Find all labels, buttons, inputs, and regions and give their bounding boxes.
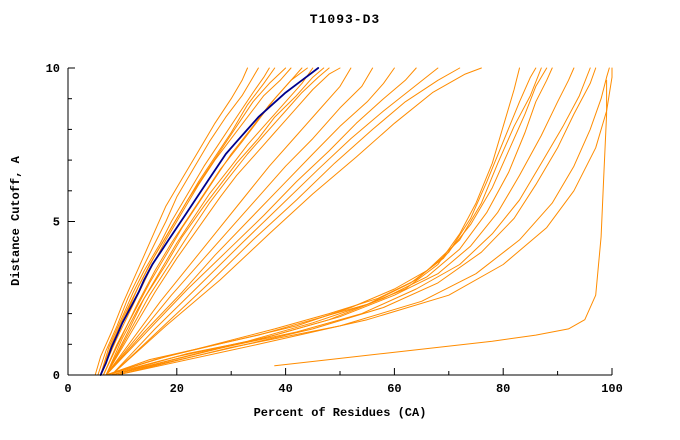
x-tick-label: 100 [601, 382, 623, 396]
series-model-24 [111, 67, 553, 376]
series-model-29 [116, 67, 613, 376]
series-model-25 [111, 67, 575, 376]
series-model-13 [105, 67, 352, 376]
series-highlighted-model [99, 67, 320, 376]
y-tick-label: 10 [46, 62, 60, 76]
x-axis-label: Percent of Residues (CA) [253, 406, 427, 420]
x-tick-label: 40 [278, 382, 292, 396]
y-axis-label: Distance Cutoff, A [9, 156, 23, 286]
series-model-12 [105, 67, 341, 376]
y-tick-label: 5 [53, 216, 60, 230]
series-model-01 [94, 67, 248, 376]
y-tick-label: 0 [53, 369, 60, 383]
series-model-02 [97, 67, 259, 376]
series-model-09 [105, 67, 314, 376]
series-model-03 [100, 67, 270, 376]
x-tick-label: 0 [64, 382, 71, 396]
series-model-08 [102, 67, 308, 376]
series-model-21 [105, 67, 537, 376]
x-tick-label: 80 [496, 382, 510, 396]
series-model-11 [105, 67, 330, 376]
x-tick-label: 20 [170, 382, 184, 396]
series-model-27 [111, 67, 597, 376]
series-model-19 [111, 67, 482, 376]
series-model-17 [111, 67, 439, 376]
x-tick-label: 60 [387, 382, 401, 396]
series-model-18 [111, 67, 461, 376]
series-model-14 [105, 67, 374, 376]
chart-title: T1093-D3 [309, 12, 381, 27]
series-model-26 [111, 67, 591, 376]
series-model-16 [105, 67, 417, 376]
series-model-04 [100, 67, 276, 376]
series-model-15 [105, 67, 395, 376]
series-model-10 [105, 67, 325, 376]
series-model-30-outlier [274, 79, 608, 367]
series-model-05 [100, 67, 287, 376]
series-model-06 [100, 67, 292, 376]
